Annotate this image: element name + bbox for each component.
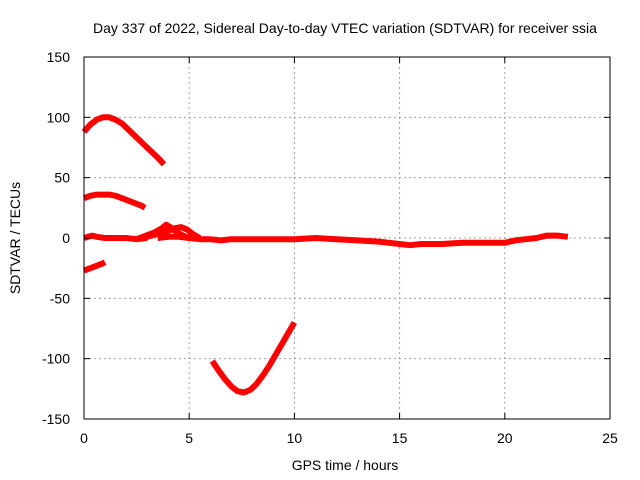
y-axis-label: SDTVAR / TECUs	[7, 182, 23, 294]
y-tick-label: -50	[50, 290, 70, 306]
x-tick-label: 20	[497, 430, 513, 446]
series-arc-1	[81, 114, 167, 167]
data-series	[81, 114, 569, 396]
series-arc-7	[157, 232, 569, 249]
x-tick-label: 0	[80, 430, 88, 446]
axis-ticks	[83, 56, 611, 420]
x-tick-label: 5	[185, 430, 193, 446]
x-tick-labels: 0 5 10 15 20 25	[80, 430, 618, 446]
series-arc-6	[142, 224, 202, 241]
y-tick-label: -100	[42, 351, 70, 367]
series-arc-2	[82, 191, 147, 211]
series-arc-4	[83, 232, 148, 243]
y-tick-labels: -150 -100 -50 0 50 100 150	[42, 49, 70, 427]
y-tick-label: 50	[54, 170, 70, 186]
chart-title: Day 337 of 2022, Sidereal Day-to-day VTE…	[93, 20, 597, 36]
x-tick-label: 15	[392, 430, 408, 446]
x-tick-label: 10	[287, 430, 303, 446]
y-tick-label: 0	[62, 230, 70, 246]
x-tick-label: 25	[602, 430, 618, 446]
y-tick-label: 150	[47, 49, 71, 65]
series-arc-3	[82, 259, 107, 274]
y-tick-label: -150	[42, 411, 70, 427]
y-tick-label: 100	[47, 109, 71, 125]
series-arc-8	[209, 320, 297, 396]
x-axis-label: GPS time / hours	[292, 457, 399, 473]
